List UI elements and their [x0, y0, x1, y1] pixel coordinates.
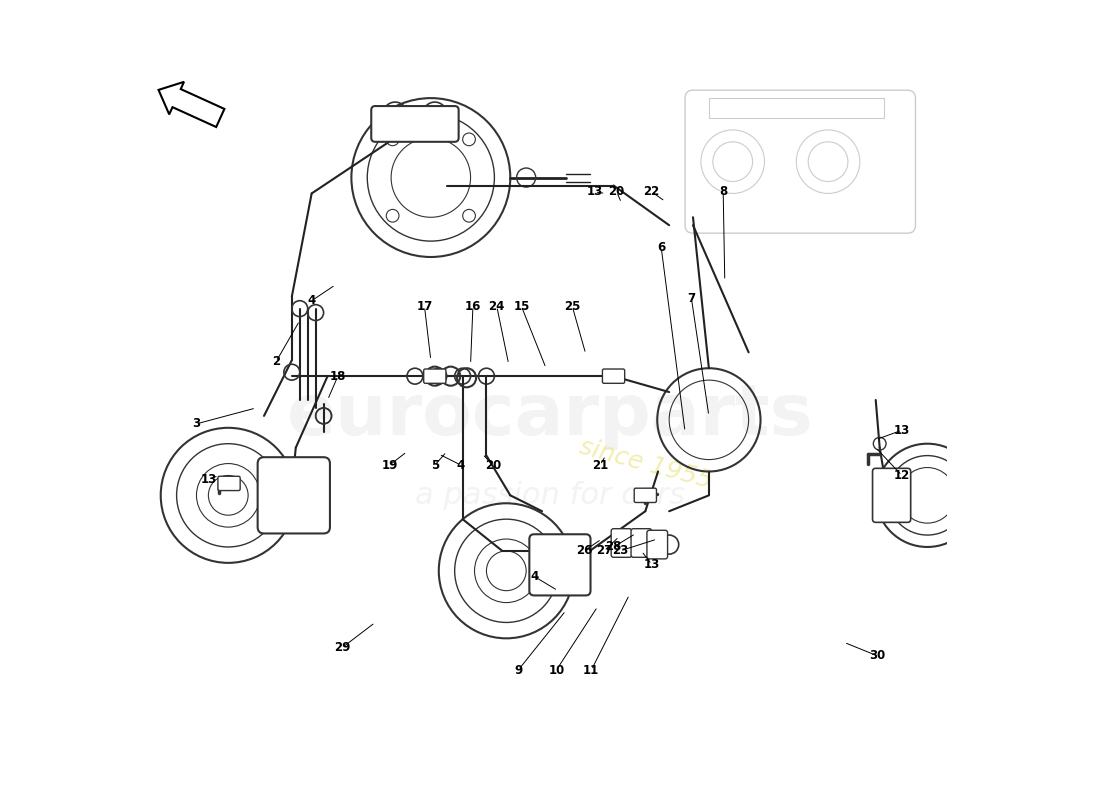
- Text: 3: 3: [192, 418, 200, 430]
- Text: since 1955: since 1955: [576, 434, 714, 493]
- Text: 30: 30: [869, 650, 886, 662]
- Text: 25: 25: [564, 300, 581, 313]
- Text: 15: 15: [514, 300, 529, 313]
- Text: 4: 4: [530, 570, 538, 583]
- Text: 4: 4: [456, 458, 465, 472]
- Text: 18: 18: [330, 370, 346, 382]
- FancyBboxPatch shape: [708, 98, 883, 118]
- Text: 13: 13: [894, 424, 910, 437]
- Text: 21: 21: [592, 458, 608, 472]
- FancyBboxPatch shape: [872, 468, 911, 522]
- FancyBboxPatch shape: [685, 90, 915, 233]
- Text: 28: 28: [605, 541, 621, 554]
- FancyBboxPatch shape: [603, 369, 625, 383]
- Text: 13: 13: [586, 186, 603, 198]
- Text: 22: 22: [644, 186, 660, 198]
- FancyBboxPatch shape: [647, 530, 668, 559]
- Text: 23: 23: [612, 545, 628, 558]
- FancyBboxPatch shape: [635, 488, 657, 502]
- FancyBboxPatch shape: [218, 476, 240, 490]
- Text: 20: 20: [485, 458, 501, 472]
- Text: 5: 5: [431, 458, 439, 472]
- Text: 27: 27: [596, 545, 612, 558]
- Text: 16: 16: [465, 300, 481, 313]
- Text: 20: 20: [608, 186, 625, 198]
- Text: eurocarparts: eurocarparts: [287, 382, 813, 450]
- Text: 29: 29: [333, 642, 350, 654]
- Text: 8: 8: [719, 186, 727, 198]
- Text: a passion for cars: a passion for cars: [415, 481, 685, 510]
- Text: 12: 12: [894, 469, 910, 482]
- Text: 9: 9: [514, 664, 522, 677]
- Text: 24: 24: [488, 300, 505, 313]
- Text: 2: 2: [272, 355, 280, 368]
- Text: 7: 7: [688, 292, 695, 305]
- Text: 13: 13: [644, 558, 660, 571]
- Text: 4: 4: [308, 294, 316, 307]
- Text: 11: 11: [583, 664, 600, 677]
- FancyBboxPatch shape: [612, 529, 631, 558]
- Text: 17: 17: [417, 300, 432, 313]
- FancyBboxPatch shape: [631, 529, 651, 558]
- FancyArrow shape: [158, 82, 224, 127]
- FancyBboxPatch shape: [257, 457, 330, 534]
- FancyBboxPatch shape: [529, 534, 591, 595]
- Text: 10: 10: [548, 664, 564, 677]
- FancyBboxPatch shape: [372, 106, 459, 142]
- Text: 6: 6: [657, 241, 665, 254]
- Text: 26: 26: [576, 545, 592, 558]
- Text: 13: 13: [200, 473, 217, 486]
- Text: 19: 19: [382, 458, 398, 472]
- FancyBboxPatch shape: [424, 369, 446, 383]
